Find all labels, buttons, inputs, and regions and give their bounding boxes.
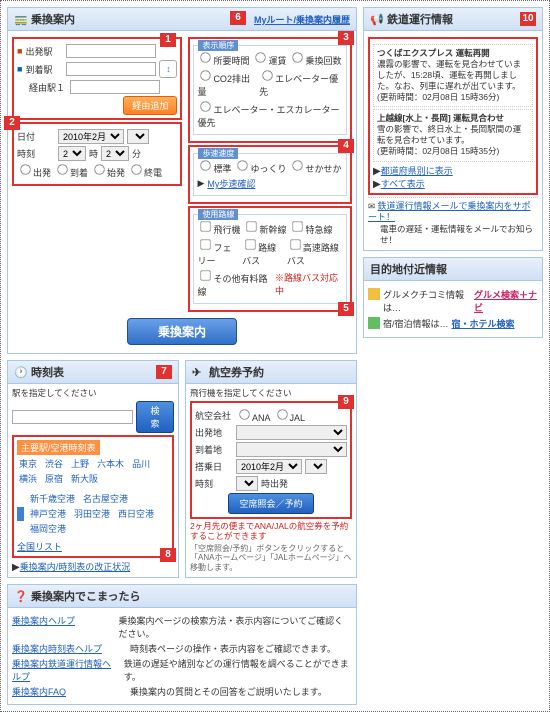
rail-item: 上越線[水上・長岡] 運転見合わせ 雪の影響で、終日水上・長岡駅間の運転を見合わ… bbox=[373, 109, 533, 161]
station-box: ■出発駅 ■到着駅↕ 経由駅１ 経由追加 bbox=[12, 37, 182, 120]
transit-title: 乗換案内 bbox=[31, 14, 75, 26]
marker-3: 3 bbox=[338, 31, 354, 45]
flight-arr-select[interactable] bbox=[236, 442, 347, 457]
help-icon: ❓ bbox=[14, 590, 28, 604]
marker-7: 7 bbox=[156, 365, 172, 379]
arr-input[interactable] bbox=[66, 62, 156, 76]
all-link[interactable]: すべて表示 bbox=[381, 179, 425, 189]
mywalk-link[interactable]: My歩速確認 bbox=[207, 177, 255, 190]
marker-6: 6 bbox=[230, 11, 246, 25]
station-links: 東京渋谷上野六本木品川横浜原宿新大阪 bbox=[17, 455, 169, 487]
gourmet-link[interactable]: グルメ検索＋ナビ bbox=[474, 288, 538, 314]
rail-box: つくばエクスプレス 運転再開 濃霧の影響で、運転を見合わせていましたが、15:2… bbox=[368, 37, 538, 194]
rail-panel: 📢鉄道運行情報 10 つくばエクスプレス 運転再開 濃霧の影響で、運転を見合わせ… bbox=[363, 7, 543, 251]
walk-box: 4 歩速速度 標準ゆっくりせかせか ▶My歩速確認 bbox=[188, 145, 352, 204]
opt-arr[interactable] bbox=[57, 164, 67, 174]
rail-item: つくばエクスプレス 運転再開 濃霧の影響で、運転を見合わせていましたが、15:2… bbox=[373, 44, 533, 107]
transit-search-button[interactable]: 乗換案内 bbox=[127, 318, 237, 345]
day-select[interactable] bbox=[127, 129, 149, 144]
month-select[interactable]: 2010年2月 bbox=[58, 129, 124, 144]
hour-select[interactable]: 2 bbox=[58, 146, 86, 161]
flight-time-select[interactable] bbox=[236, 476, 258, 491]
marker-1: 1 bbox=[160, 33, 176, 47]
plane-icon bbox=[17, 507, 24, 521]
flight-panel: ✈航空券予約 飛行機を指定してください 9 航空会社ANAJAL 出発地 到着地… bbox=[185, 360, 357, 578]
dep-input[interactable] bbox=[66, 44, 156, 58]
plane-icon: ✈ bbox=[192, 366, 206, 380]
hotel-icon bbox=[368, 317, 380, 329]
tt-input[interactable] bbox=[12, 410, 133, 424]
myroute-link[interactable]: Myルート/乗換案内履歴 bbox=[254, 15, 350, 25]
flight-day-select[interactable] bbox=[305, 459, 327, 474]
flight-month-select[interactable]: 2010年2月 bbox=[236, 459, 302, 474]
marker-9: 9 bbox=[338, 395, 354, 409]
opt-first[interactable] bbox=[94, 164, 104, 174]
marker-10: 10 bbox=[520, 12, 536, 26]
opt-last[interactable] bbox=[131, 164, 141, 174]
marker-4: 4 bbox=[338, 139, 354, 153]
via-input[interactable] bbox=[70, 80, 160, 94]
tt-search-button[interactable]: 検 索 bbox=[136, 401, 174, 433]
marker-2: 2 bbox=[4, 116, 20, 130]
hotel-link[interactable]: 宿・ホテル検索 bbox=[452, 317, 515, 330]
route-box: 5 使用路線 飛行機新幹線特急線 フェリー路線バス高速路線バス その他有料路線※… bbox=[188, 206, 352, 312]
timetable-panel: 🕐時刻表 7 駅を指定してください 検 索 主要駅/空港時刻表 東京渋谷上野六本… bbox=[7, 360, 179, 578]
tt-note-link[interactable]: 乗換案内/時刻表の改正状況 bbox=[20, 562, 131, 572]
flight-search-button[interactable]: 空席照会／予約 bbox=[228, 493, 313, 514]
clock-icon: 🕐 bbox=[14, 366, 28, 380]
datetime-box: 2 日付2010年2月 時刻2時2分 出発 到着 始発 終電 bbox=[12, 122, 182, 186]
flight-dep-select[interactable] bbox=[236, 425, 347, 440]
min-select[interactable]: 2 bbox=[101, 146, 129, 161]
help-panel: ❓乗換案内でこまったら 乗換案内ヘルプ乗換案内ページの検索方法・表示内容について… bbox=[7, 584, 357, 705]
all-list-link[interactable]: 全国リスト bbox=[17, 542, 62, 552]
dest-panel: 目的地付近情報 グルメクチコミ情報は…グルメ検索＋ナビ 宿/宿泊情報は…宿・ホテ… bbox=[363, 257, 543, 338]
bypref-link[interactable]: 都道府県別に表示 bbox=[381, 166, 453, 176]
gourmet-icon bbox=[368, 288, 380, 300]
marker-5: 5 bbox=[338, 302, 354, 316]
sort-box: 3 表示順序 所要時間運賃乗換回数 CO2排出量エレベーター優先 エレベーター・… bbox=[188, 37, 352, 143]
marker-8: 8 bbox=[160, 548, 176, 562]
flight-box: 9 航空会社ANAJAL 出発地 到着地 搭乗日2010年2月 時刻時出発 空席… bbox=[190, 401, 352, 519]
transit-icon: 🚃 bbox=[14, 13, 28, 27]
info-icon: 📢 bbox=[370, 13, 384, 27]
add-via-button[interactable]: 経由追加 bbox=[123, 96, 177, 115]
swap-button[interactable]: ↕ bbox=[159, 60, 177, 78]
opt-dep[interactable] bbox=[20, 164, 30, 174]
transit-panel: 🚃乗換案内 6 Myルート/乗換案内履歴 1 ■出発駅 ■到着駅↕ 経由駅１ 経… bbox=[7, 7, 357, 354]
